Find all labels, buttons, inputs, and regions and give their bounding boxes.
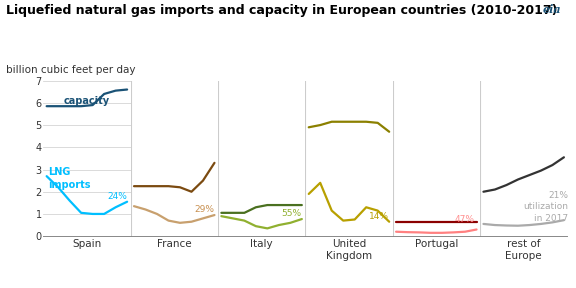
- Text: capacity: capacity: [64, 96, 110, 106]
- Text: billion cubic feet per day: billion cubic feet per day: [6, 65, 135, 75]
- X-axis label: Italy: Italy: [251, 239, 273, 249]
- Text: 14%: 14%: [369, 212, 389, 221]
- Text: 55%: 55%: [282, 209, 302, 218]
- X-axis label: France: France: [157, 239, 192, 249]
- Text: 21%
utilization
in 2017: 21% utilization in 2017: [524, 191, 569, 223]
- Text: eia: eia: [543, 4, 562, 15]
- X-axis label: United
Kingdom: United Kingdom: [326, 239, 372, 261]
- X-axis label: Portugal: Portugal: [415, 239, 458, 249]
- X-axis label: Spain: Spain: [72, 239, 101, 249]
- Text: 47%: 47%: [454, 215, 474, 225]
- Text: 24%: 24%: [107, 192, 127, 201]
- X-axis label: rest of
Europe: rest of Europe: [505, 239, 542, 261]
- Text: LNG
imports: LNG imports: [48, 167, 90, 190]
- Text: 29%: 29%: [195, 205, 214, 214]
- Text: Liquefied natural gas imports and capacity in European countries (2010-2017): Liquefied natural gas imports and capaci…: [6, 4, 557, 17]
